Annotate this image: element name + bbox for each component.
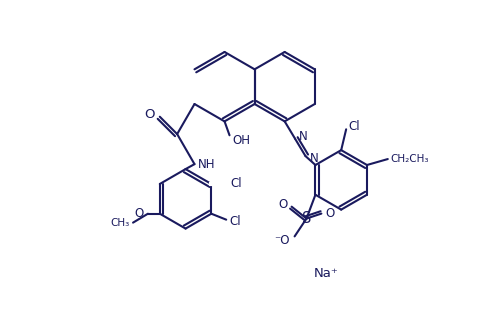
Text: ⁻O: ⁻O xyxy=(274,234,290,247)
Text: Na⁺: Na⁺ xyxy=(314,266,339,280)
Text: N: N xyxy=(309,152,318,165)
Text: O: O xyxy=(135,207,144,220)
Text: CH₂CH₃: CH₂CH₃ xyxy=(391,154,429,164)
Text: O: O xyxy=(144,108,155,121)
Text: Cl: Cl xyxy=(229,215,241,228)
Text: N: N xyxy=(299,130,308,143)
Text: Cl: Cl xyxy=(230,177,242,190)
Text: Cl: Cl xyxy=(348,120,360,133)
Text: NH: NH xyxy=(197,158,215,171)
Text: OH: OH xyxy=(232,134,250,147)
Text: O: O xyxy=(326,207,334,220)
Text: CH₃: CH₃ xyxy=(111,218,130,228)
Text: S: S xyxy=(302,211,311,226)
Text: O: O xyxy=(278,198,288,211)
